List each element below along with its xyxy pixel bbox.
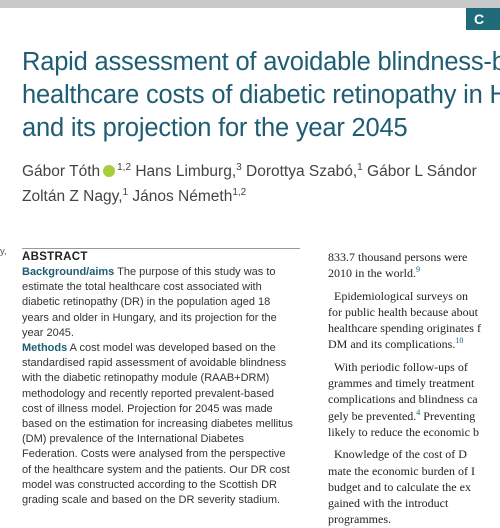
abstract-divider: [22, 248, 300, 249]
abstract-background: Background/aims The purpose of this stud…: [22, 265, 297, 341]
body-line: budget and to calculate the ex: [328, 479, 471, 494]
reference-link[interactable]: 4: [416, 407, 421, 417]
author-line-1: Gábor Tóth 1,2 Hans Limburg,3 Dorottya Sz…: [22, 159, 500, 184]
body-line: complications and blindness ca: [328, 392, 478, 407]
author-name[interactable]: Hans Limburg,: [135, 163, 237, 180]
abstract-heading: ABSTRACT: [22, 251, 88, 263]
body-line: gely be prevented.4 Preventing: [328, 407, 476, 423]
article-title: Rapid assessment of avoidable blindness-…: [22, 46, 500, 145]
body-line: likely to reduce the economic b: [328, 424, 479, 439]
author-name[interactable]: János Németh: [132, 188, 233, 205]
background-text: The purpose of this study was to estimat…: [22, 266, 277, 339]
body-line: DM and its complications.10: [328, 336, 464, 352]
left-margin-fragment: y,: [0, 246, 7, 257]
reference-link[interactable]: 9: [416, 265, 420, 275]
author-name[interactable]: Zoltán Z Nagy,: [22, 188, 123, 205]
body-line: Epidemiological surveys on: [334, 288, 468, 303]
title-line-1: Rapid assessment of avoidable blindness-…: [22, 48, 500, 76]
body-line: 833.7 thousand persons were: [328, 250, 468, 264]
author-affiliation: 1: [357, 162, 363, 173]
corner-badge: C: [466, 8, 500, 30]
body-text-column: 833.7 thousand persons were 2010 in the …: [328, 249, 500, 528]
top-rule: [0, 0, 500, 8]
body-line: With periodic follow-ups of: [334, 359, 468, 374]
author-line-2: Zoltán Z Nagy,1 János Németh1,2: [22, 184, 500, 209]
abstract-section: ABSTRACT Background/aims The purpose of …: [22, 250, 297, 508]
reference-link[interactable]: 10: [455, 336, 464, 346]
body-line: grammes and timely treatment: [328, 376, 475, 391]
body-line: Knowledge of the cost of D: [334, 447, 467, 462]
author-name[interactable]: Dorottya Szabó,: [246, 163, 358, 180]
author-affiliation: 1,2: [232, 187, 247, 198]
author-name[interactable]: Gábor Tóth: [22, 163, 101, 180]
abstract-methods: Methods A cost model was developed based…: [22, 341, 297, 508]
title-line-2: healthcare costs of diabetic retinopathy…: [22, 81, 500, 109]
body-line: gained with the introduct: [328, 496, 449, 511]
author-list: Gábor Tóth 1,2 Hans Limburg,3 Dorottya Sz…: [22, 159, 500, 209]
author-affiliation: 3: [236, 162, 242, 173]
author-affiliation: 1: [122, 187, 129, 198]
author-name[interactable]: Gábor L Sándor: [367, 163, 477, 180]
body-line: healthcare spending originates f: [328, 321, 481, 336]
body-line: mate the economic burden of I: [328, 463, 475, 478]
methods-heading: Methods: [22, 342, 68, 355]
body-line: 2010 in the world.9: [328, 265, 420, 281]
author-affiliation: 1,2: [117, 162, 132, 173]
body-line: for public health because about: [328, 304, 478, 319]
orcid-icon[interactable]: [103, 165, 116, 177]
body-line: programmes.: [328, 512, 391, 527]
background-heading: Background/aims: [22, 266, 115, 278]
title-line-3: and its projection for the year 2045: [22, 114, 408, 142]
methods-text: A cost model was developed based on the …: [22, 342, 293, 507]
